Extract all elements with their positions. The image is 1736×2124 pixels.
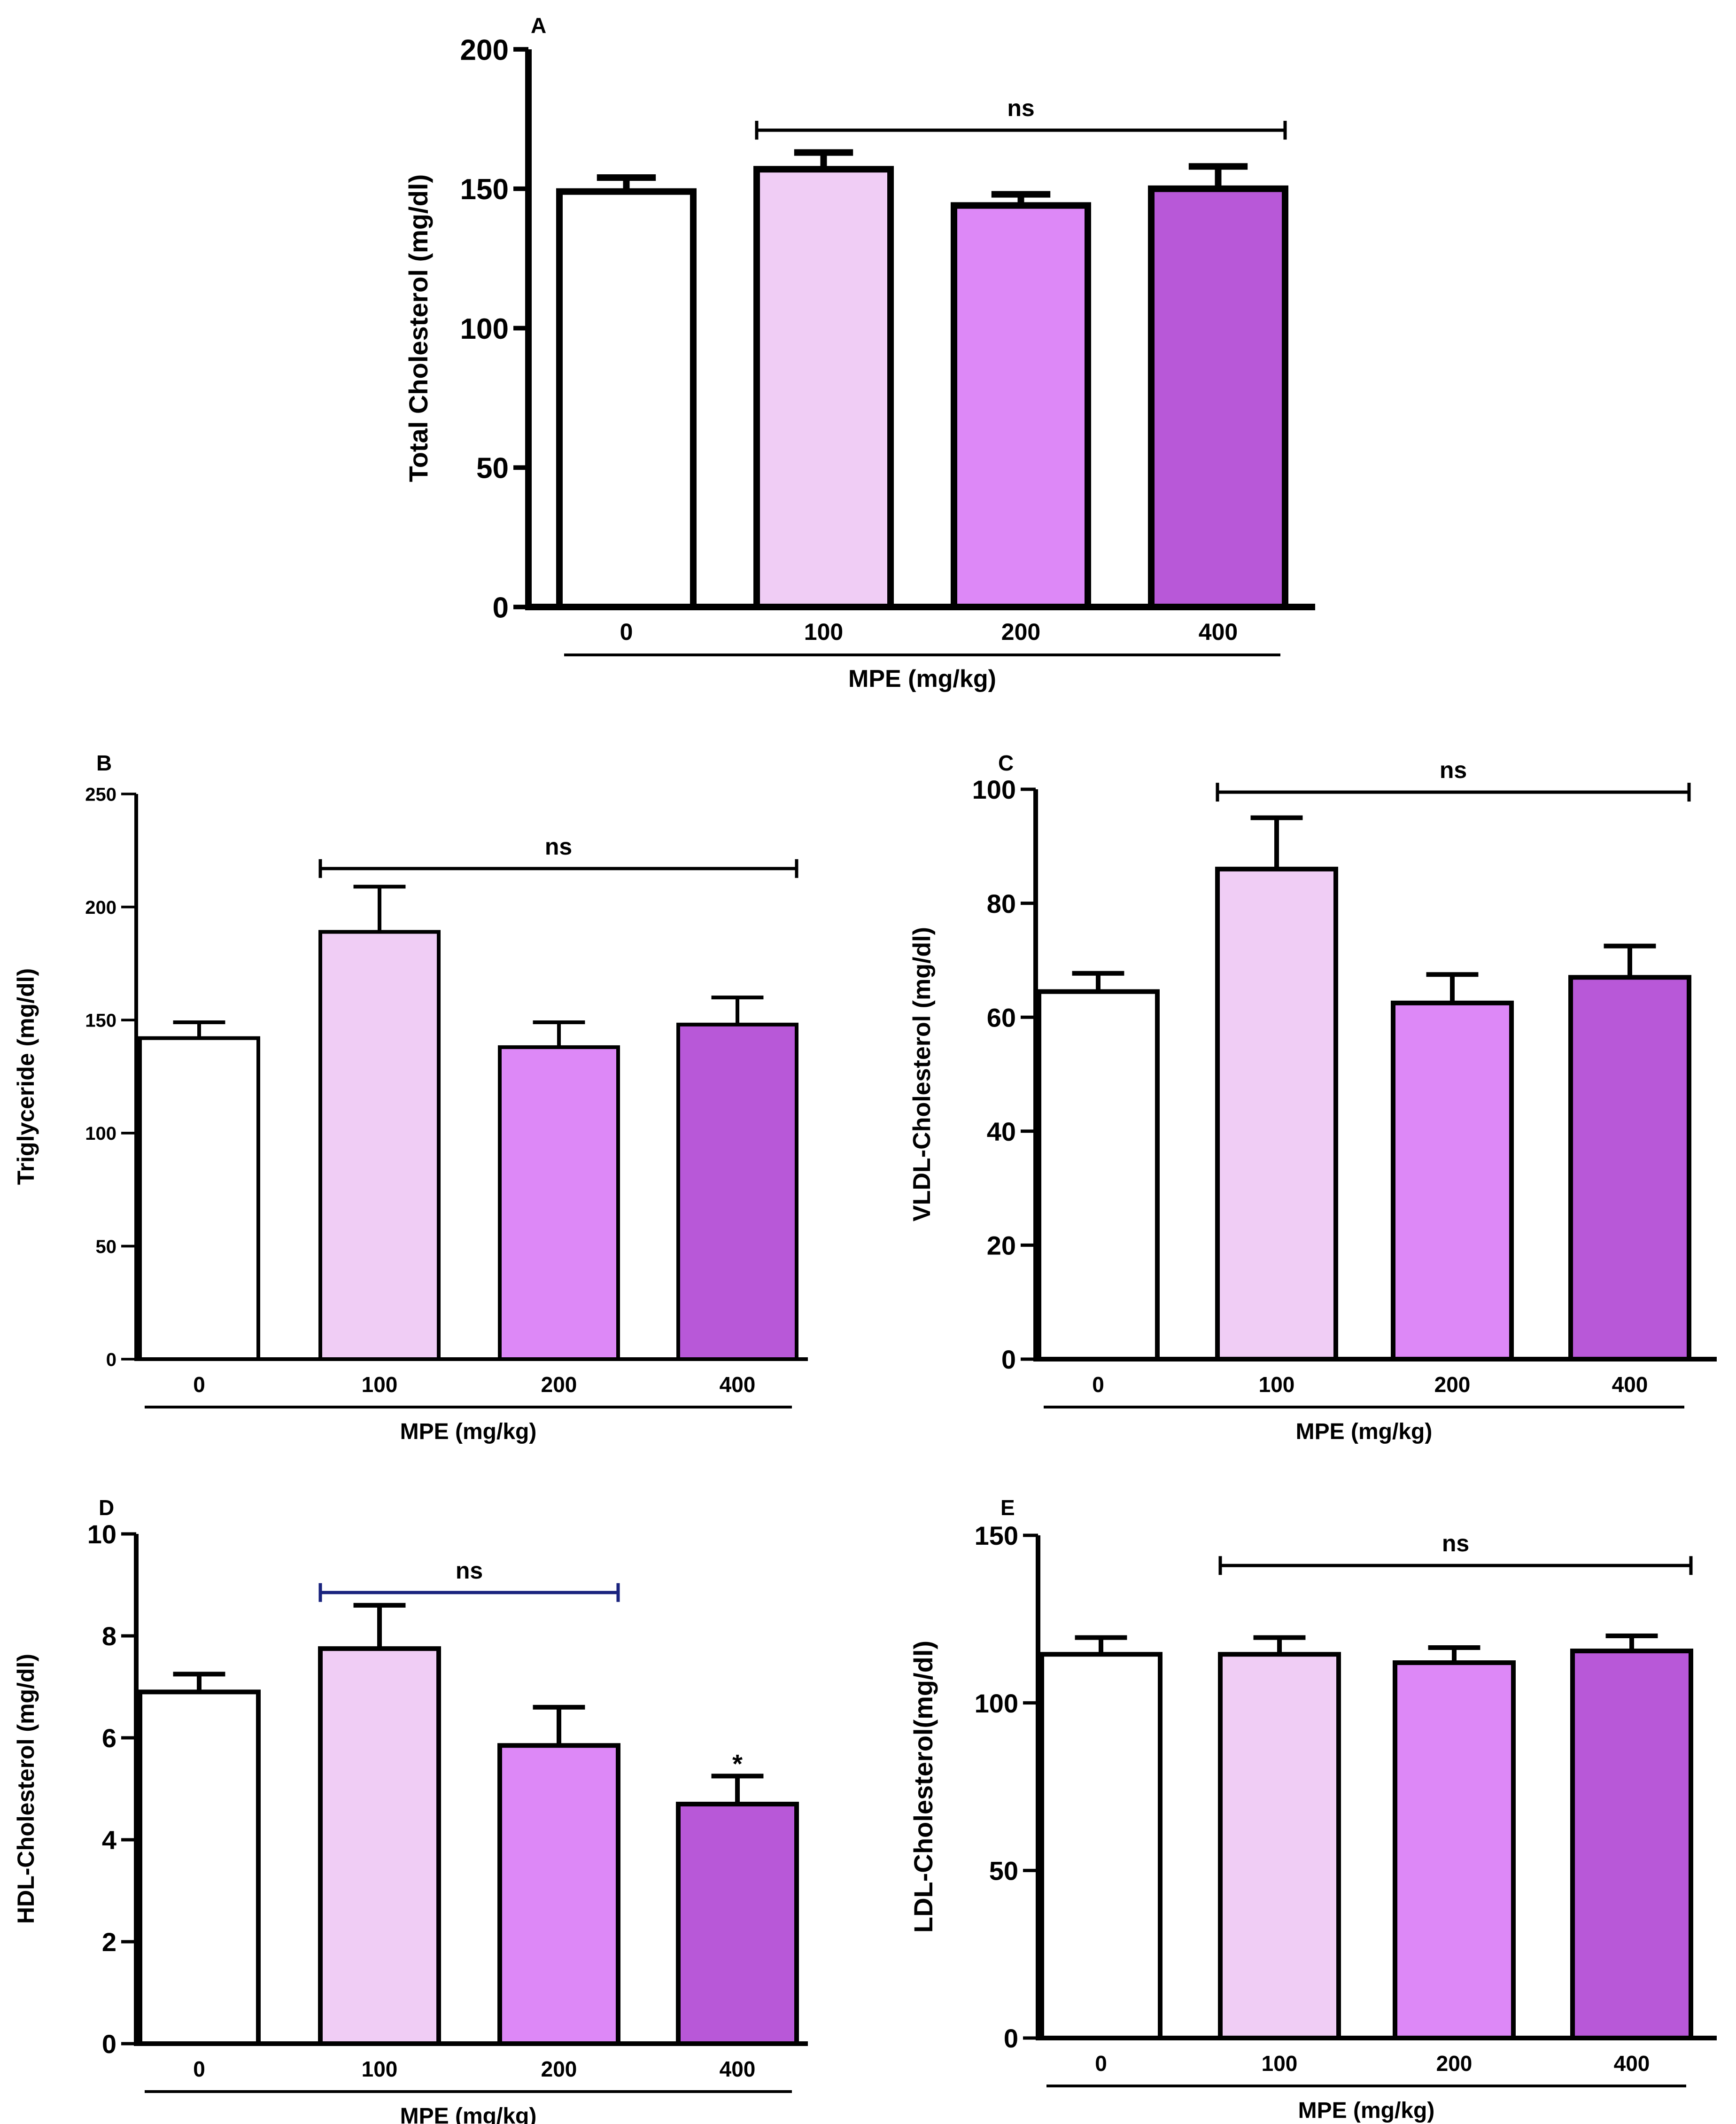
bar-200 xyxy=(951,202,1091,610)
y-tick-label: 50 xyxy=(476,452,509,485)
bar-400 xyxy=(1570,1649,1693,2041)
y-tick-label: 20 xyxy=(987,1231,1016,1260)
x-category-label: 0 xyxy=(1092,1372,1104,1397)
x-category-label: 0 xyxy=(193,1372,205,1397)
panel-label: E xyxy=(1000,1495,1015,1520)
x-category-label: 400 xyxy=(720,2057,756,2081)
significance-bracket: ns xyxy=(755,95,1287,140)
y-tick-label: 200 xyxy=(85,897,116,918)
x-category-label: 400 xyxy=(1614,2051,1650,2076)
x-category-label: 400 xyxy=(1612,1372,1648,1397)
bar-100 xyxy=(1215,866,1338,1362)
x-category-label: 100 xyxy=(362,1372,398,1397)
chart-panel-d: D 0 2 4 6 8 10 HDL-Cholesterol (mg/dl) 0 100 200 40… xyxy=(13,1495,808,2124)
y-tick-label: 40 xyxy=(987,1117,1016,1146)
significance-label: ns xyxy=(1442,1530,1469,1556)
bar-100 xyxy=(318,1646,441,2046)
bar-400 xyxy=(1568,975,1691,1362)
x-category-label: 400 xyxy=(720,1372,756,1397)
y-axis-title: Total Cholesterol (mg/dl) xyxy=(403,174,433,482)
chart-panel-b: B 0 50 100 150 200 250 Triglyceride (mg/dl) 0 100… xyxy=(13,751,808,1444)
chart-panel-a: A 0 50 100 150 200 Total Cholesterol (mg/dl) 0 1… xyxy=(403,13,1315,692)
bar-100 xyxy=(753,166,894,610)
x-category-label: 200 xyxy=(1001,619,1040,645)
y-tick-label: 50 xyxy=(989,1856,1018,1885)
y-tick-label: 100 xyxy=(85,1123,116,1144)
significance-label: ns xyxy=(1007,95,1034,121)
x-axis-title: MPE (mg/kg) xyxy=(400,2104,537,2124)
bar-100 xyxy=(318,930,441,1361)
x-axis-title: MPE (mg/kg) xyxy=(848,665,996,692)
bar-100 xyxy=(1218,1652,1341,2041)
significance-label: ns xyxy=(456,1557,483,1584)
x-axis-title: MPE (mg/kg) xyxy=(400,1419,537,1444)
y-tick-label: 150 xyxy=(460,173,509,206)
x-category-label: 200 xyxy=(1436,2051,1472,2076)
bar-200 xyxy=(1393,1660,1516,2040)
bar-0 xyxy=(1037,989,1160,1362)
x-category-label: 400 xyxy=(1199,619,1238,645)
y-tick-label: 150 xyxy=(85,1011,116,1031)
bar-200 xyxy=(497,1743,620,2046)
chart-panel-c: C 0 20 40 60 80 100 VLDL-Cholesterol (mg/dl) 0 10… xyxy=(908,751,1717,1444)
significance-label: ns xyxy=(545,833,572,860)
x-category-label: 0 xyxy=(193,2057,205,2081)
panel-label: C xyxy=(998,751,1014,775)
panel-label: A xyxy=(531,13,546,38)
y-tick-label: 0 xyxy=(106,1349,116,1370)
bar-400 xyxy=(676,1802,799,2046)
y-tick-label: 8 xyxy=(102,1621,116,1651)
bar-0 xyxy=(556,188,697,610)
x-category-label: 200 xyxy=(541,2057,577,2081)
y-tick-label: 2 xyxy=(102,1927,116,1957)
y-tick-label: 6 xyxy=(102,1723,116,1753)
y-tick-label: 100 xyxy=(972,775,1016,804)
significance-label: ns xyxy=(1440,757,1467,783)
y-tick-label: 50 xyxy=(96,1237,117,1257)
y-tick-label: 0 xyxy=(1004,2023,1018,2053)
y-tick-label: 0 xyxy=(493,591,509,624)
bar-200 xyxy=(498,1045,620,1362)
significance-star: * xyxy=(732,1749,743,1778)
y-tick-label: 4 xyxy=(102,1825,116,1855)
panel-label: B xyxy=(96,751,112,775)
bar-200 xyxy=(1391,1000,1514,1362)
bar-0 xyxy=(138,1036,260,1362)
x-category-label: 200 xyxy=(541,1372,577,1397)
x-axis-title: MPE (mg/kg) xyxy=(1298,2098,1435,2123)
x-axis-title: MPE (mg/kg) xyxy=(1296,1419,1433,1444)
x-category-label: 100 xyxy=(804,619,843,645)
y-tick-label: 100 xyxy=(975,1688,1018,1718)
x-category-label: 0 xyxy=(1095,2051,1107,2076)
chart-panel-e: E 0 50 100 150 LDL-Cholesterol(mg/dl) 0 100 200 4… xyxy=(908,1495,1717,2123)
x-category-label: 100 xyxy=(1262,2051,1298,2076)
significance-bracket: ns xyxy=(318,833,798,878)
y-tick-label: 80 xyxy=(987,889,1016,918)
x-category-label: 0 xyxy=(620,619,633,645)
x-category-label: 100 xyxy=(362,2057,398,2081)
significance-bracket: ns xyxy=(1216,757,1691,802)
y-axis-title: VLDL-Cholesterol (mg/dl) xyxy=(908,927,936,1221)
y-axis-title: LDL-Cholesterol(mg/dl) xyxy=(908,1641,938,1933)
y-tick-label: 200 xyxy=(460,34,509,66)
y-tick-label: 150 xyxy=(975,1521,1018,1550)
bar-0 xyxy=(1039,1652,1162,2041)
x-category-label: 200 xyxy=(1434,1372,1471,1397)
y-axis-title: HDL-Cholesterol (mg/dl) xyxy=(13,1654,39,1924)
y-tick-label: 60 xyxy=(987,1003,1016,1032)
y-tick-label: 10 xyxy=(87,1519,116,1549)
y-tick-label: 100 xyxy=(460,313,509,345)
y-tick-label: 0 xyxy=(1001,1345,1016,1374)
panel-label: D xyxy=(99,1495,114,1520)
bar-0 xyxy=(138,1689,261,2046)
x-category-label: 100 xyxy=(1259,1372,1295,1397)
y-axis-title: Triglyceride (mg/dl) xyxy=(13,968,39,1185)
significance-bracket: ns xyxy=(1218,1530,1693,1575)
significance-bracket: ns xyxy=(318,1557,620,1602)
bar-400 xyxy=(1148,185,1288,610)
y-tick-label: 0 xyxy=(102,2029,116,2059)
bar-400 xyxy=(676,1022,798,1361)
y-tick-label: 250 xyxy=(85,784,116,805)
